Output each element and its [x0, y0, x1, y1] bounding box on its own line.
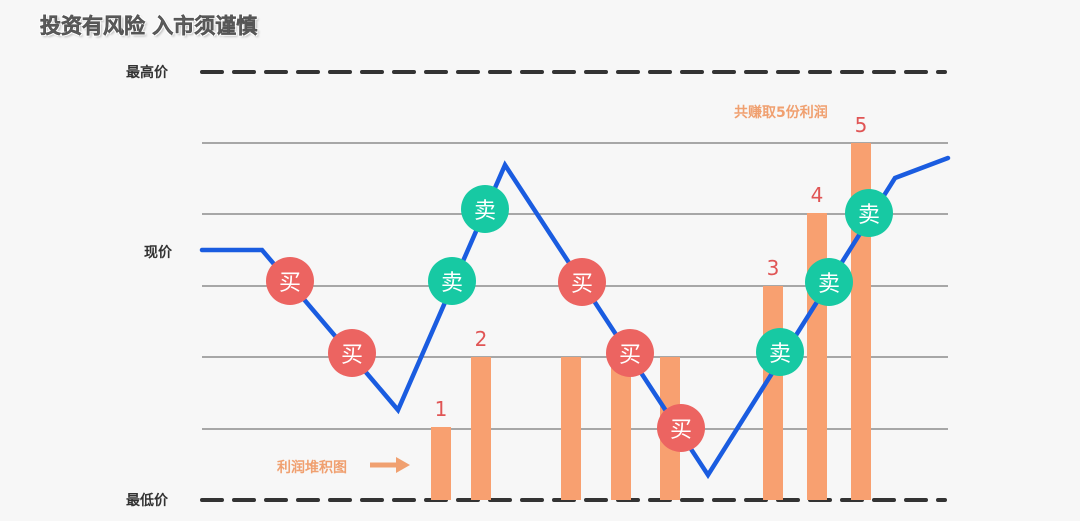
sell-marker: 卖	[805, 258, 853, 306]
lowest-price-label: 最低价	[126, 493, 168, 509]
sell-marker: 卖	[461, 185, 509, 233]
profit-bar	[561, 357, 581, 500]
current-price-label: 现价	[144, 245, 172, 261]
highest-price-label: 最高价	[126, 65, 168, 81]
bar-count-label: 2	[474, 327, 488, 351]
bar-count-label: 4	[810, 183, 824, 207]
total-profit-note: 共赚取5份利润	[734, 105, 828, 121]
buy-marker: 买	[266, 257, 314, 305]
profit-bar	[763, 286, 783, 500]
sell-marker: 卖	[428, 257, 476, 305]
bar-count-label: 1	[434, 397, 448, 421]
page-title: 投资有风险 入市须谨慎	[40, 14, 258, 39]
profit-bar	[611, 357, 631, 500]
bar-count-label: 3	[766, 256, 780, 280]
sell-marker: 卖	[756, 328, 804, 376]
sell-marker: 卖	[845, 189, 893, 237]
buy-marker: 买	[328, 329, 376, 377]
bar-count-label: 5	[854, 113, 868, 137]
buy-marker: 买	[606, 329, 654, 377]
profit-bar	[471, 357, 491, 500]
buy-marker: 买	[657, 404, 705, 452]
profit-bar	[431, 427, 451, 500]
buy-marker: 买	[558, 258, 606, 306]
price-line	[199, 155, 951, 480]
profit-bar	[807, 213, 827, 500]
profit-stack-note: 利润堆积图	[277, 460, 347, 476]
